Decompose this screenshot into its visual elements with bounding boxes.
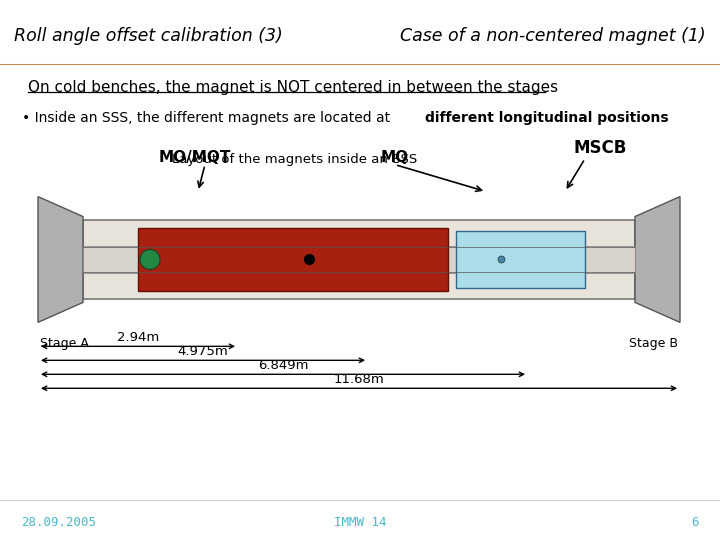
Text: • Inside an SSS, the different magnets are located at: • Inside an SSS, the different magnets a…	[22, 111, 395, 125]
Circle shape	[140, 249, 160, 269]
Text: On cold benches, the magnet is NOT centered in between the stages: On cold benches, the magnet is NOT cente…	[28, 80, 558, 95]
Text: 11.68m: 11.68m	[333, 373, 384, 386]
Text: 2.94m: 2.94m	[117, 332, 159, 345]
Text: different longitudinal positions: different longitudinal positions	[425, 111, 669, 125]
Bar	[83, 220, 635, 299]
Text: Stage A: Stage A	[40, 338, 89, 350]
Bar	[138, 227, 448, 292]
Text: MO/MQT: MO/MQT	[159, 150, 231, 165]
Polygon shape	[38, 197, 83, 322]
Text: 6.849m: 6.849m	[258, 359, 308, 372]
Text: Roll angle offset calibration (3): Roll angle offset calibration (3)	[14, 26, 283, 45]
Text: IMMW 14: IMMW 14	[334, 516, 386, 529]
Text: 6: 6	[691, 516, 698, 529]
Polygon shape	[635, 197, 680, 322]
Bar	[456, 231, 585, 288]
Text: Layout of the magnets inside an SSS: Layout of the magnets inside an SSS	[172, 153, 418, 166]
Bar	[83, 246, 635, 273]
Text: Stage B: Stage B	[629, 338, 678, 350]
Text: MSCB: MSCB	[573, 139, 626, 157]
Text: Case of a non-centered magnet (1): Case of a non-centered magnet (1)	[400, 26, 706, 45]
Text: MQ: MQ	[381, 150, 409, 165]
Text: 4.975m: 4.975m	[178, 345, 228, 359]
Text: 28.09.2005: 28.09.2005	[22, 516, 96, 529]
